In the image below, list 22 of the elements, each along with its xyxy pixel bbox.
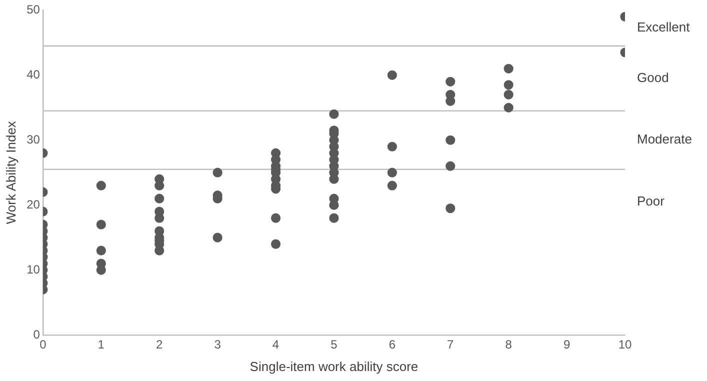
x-tick-label: 10 xyxy=(618,338,632,352)
x-tick-label: 7 xyxy=(447,338,454,352)
x-tick-label: 4 xyxy=(272,338,280,352)
x-tick-label: 5 xyxy=(330,338,338,352)
y-tick-label: 30 xyxy=(26,132,40,146)
y-tick-label: 20 xyxy=(26,197,40,212)
text: Moderate xyxy=(637,132,692,147)
x-tick-label: 3 xyxy=(214,338,222,352)
y-tick-label: 40 xyxy=(26,67,40,82)
text: Poor xyxy=(637,193,666,208)
y-tick-label: 10 xyxy=(26,262,40,276)
y-axis-title: Work Ability Index xyxy=(3,120,18,224)
x-tick-label: 2 xyxy=(156,338,164,352)
x-axis-title: Single-item work ability score xyxy=(250,358,418,374)
y-tick-label: 0 xyxy=(33,327,40,342)
y-tick-label: 50 xyxy=(26,2,40,17)
text: Good xyxy=(637,70,669,85)
x-tick-label: 9 xyxy=(563,338,570,352)
x-tick-label: 8 xyxy=(505,338,512,352)
text: Excellent xyxy=(637,20,690,35)
x-tick-label: 6 xyxy=(388,338,396,352)
x-tick-label: 1 xyxy=(98,338,105,352)
